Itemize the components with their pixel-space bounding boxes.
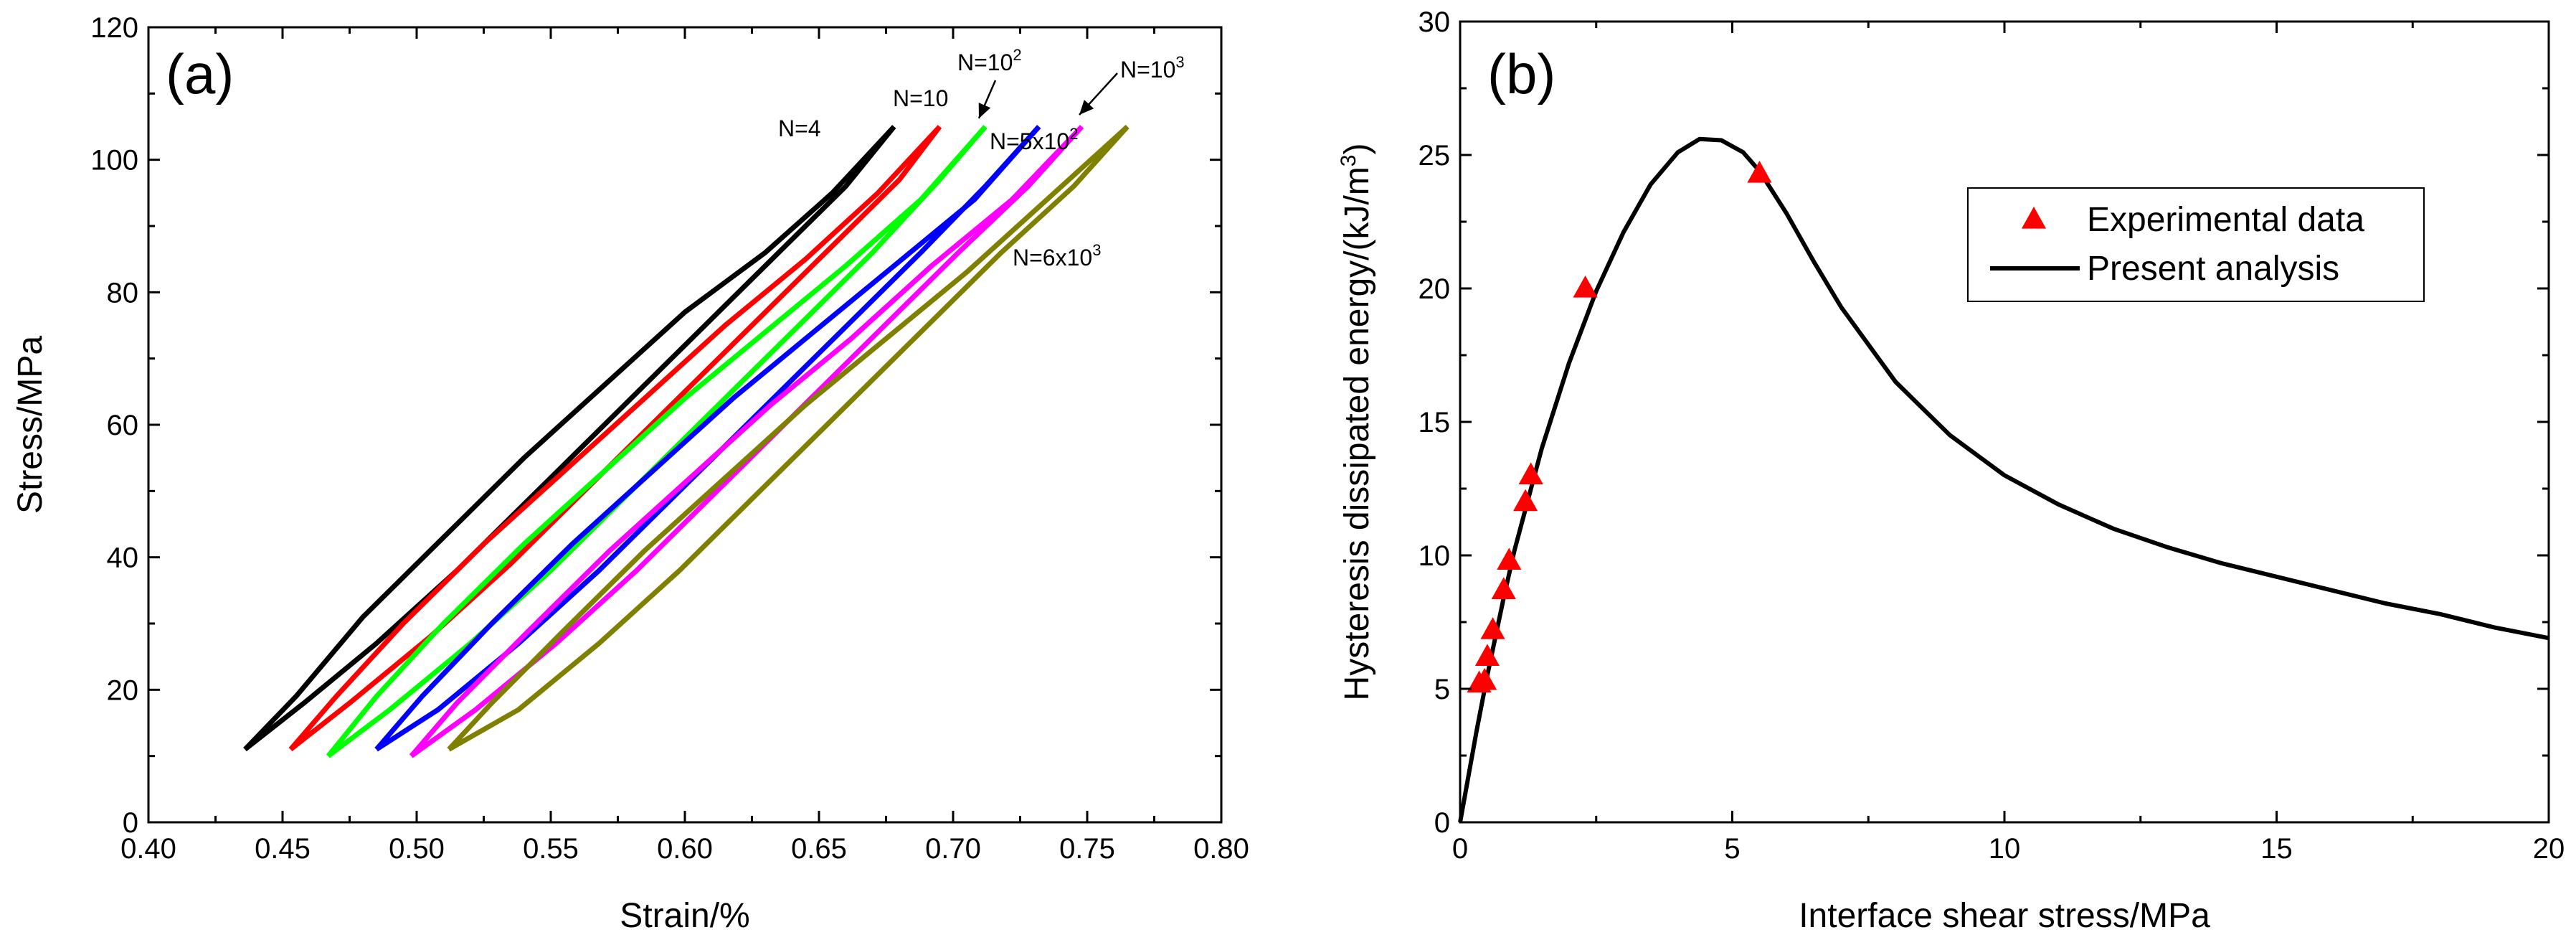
series-a-loading-1 [288,125,942,751]
experimental-point [1573,276,1598,298]
y-axis-label-b: Hysteresis dissipated energy/(kJ/m3) [1337,144,1376,701]
series-a-unloading-3 [375,125,1041,752]
y-axis-label-b-superscript: 3 [1337,155,1360,167]
series-a-loading-3 [374,125,1041,751]
x-tick-label-b: 5 [1724,833,1740,865]
analysis-curve [1458,136,2549,823]
annotation-a-base: N=6x10 [1013,245,1092,271]
x-tick-label-b: 10 [1989,833,2021,865]
annotation-a: N=10 [893,85,948,111]
x-tick-label-a: 0.65 [791,833,847,865]
x-axis-label-b: Interface shear stress/MPa [1799,897,2210,935]
annotation-a: N=6x103 [1013,241,1101,271]
x-tick-label-b: 20 [2533,833,2565,865]
legend-label-analysis: Present analysis [2087,250,2339,288]
y-tick-label-b: 25 [1419,140,1451,171]
x-tick-label-a: 0.75 [1059,833,1115,865]
y-tick-label-b: 30 [1419,6,1451,38]
legend-marker-experimental [2021,207,2047,229]
annotation-a: N=102 [957,46,1022,75]
experimental-point [1747,161,1772,183]
annotation-a-base: N=4 [778,116,821,141]
y-tick-label-a: 20 [107,674,139,706]
x-tick-label-a: 0.60 [657,833,713,865]
legend: Experimental data Present analysis [1967,187,2425,302]
series-a-loading-2 [326,125,988,758]
y-tick-label-a: 0 [123,807,138,839]
annotation-arrowhead-a [1079,100,1094,115]
x-tick-label-a: 0.55 [523,833,579,865]
annotation-a-base: N=5x10 [990,128,1069,154]
annotation-a-superscript: 2 [1069,125,1078,143]
series-a-unloading-5 [448,125,1130,752]
x-tick-label-b: 15 [2260,833,2293,865]
panel-label-a: (a) [166,42,234,105]
y-axis-label-b-end: ) [1338,144,1376,155]
series-group-a [243,124,1130,758]
experimental-point [1497,547,1522,570]
experimental-point [1518,462,1543,484]
x-tick-label-a: 0.80 [1193,833,1249,865]
annotation-a-superscript: 3 [1092,241,1101,259]
annotation-a-superscript: 3 [1175,53,1184,71]
y-axis-label-b-main: Hysteresis dissipated energy/(kJ/m [1338,166,1376,700]
x-tick-label-a: 0.70 [925,833,981,865]
x-axis-label-a: Strain/% [620,897,749,935]
x-tick-label-b: 0 [1452,833,1468,865]
y-tick-label-b: 10 [1419,540,1451,572]
series-a-unloading-1 [289,125,942,752]
experimental-point [1472,667,1497,690]
experimental-point [1474,644,1500,666]
series-a-loading-0 [243,125,896,751]
y-axis-label-a: Stress/MPa [11,336,49,514]
y-tick-label-b: 0 [1434,807,1450,839]
annotation-a: N=5x102 [990,125,1078,154]
y-tick-label-a: 60 [107,410,139,441]
experimental-point [1491,577,1516,599]
y-tick-label-a: 100 [90,145,138,177]
y-tick-label-a: 40 [107,542,139,574]
panel-b: 0 5 10 15 20 0 5 10 15 20 25 30 (b) Interface shear… [1337,6,2565,935]
x-tick-label-a: 0.40 [120,833,176,865]
panel-a: 0.40 0.45 0.50 0.55 0.60 0.65 0.70 0.75 0.80 0 20 4… [11,12,1249,935]
series-a-unloading-2 [326,125,988,758]
annotation-arrowhead-a [978,103,991,118]
series-a-unloading-0 [243,125,896,752]
y-tick-label-b: 5 [1434,674,1450,705]
legend-label-experimental: Experimental data [2087,201,2364,239]
annotation-a-base: N=10 [1120,57,1175,83]
annotation-a: N=103 [1120,53,1185,83]
y-tick-label-a: 80 [107,277,139,309]
plot-frame-b [1459,20,2550,824]
y-tick-label-a: 120 [90,12,138,44]
annotation-a-superscript: 2 [1013,46,1021,64]
experimental-point [1480,617,1505,639]
experimental-point [1512,489,1538,512]
series-a-loading-5 [447,124,1130,751]
series-a-loading-4 [409,125,1084,758]
series-a-unloading-4 [409,125,1084,758]
panel-label-b: (b) [1487,42,1555,105]
annotation-a-base: N=10 [893,85,948,111]
y-tick-label-b: 15 [1419,407,1451,438]
annotation-a-base: N=10 [957,50,1013,75]
series-group-b [1458,136,2549,823]
x-tick-label-a: 0.50 [389,833,445,865]
y-tick-label-b: 20 [1419,273,1451,305]
legend-box [1967,187,2425,302]
ticks-a: 0.40 0.45 0.50 0.55 0.60 0.65 0.70 0.75 0.80 0 20 4… [90,12,1249,865]
annotation-a: N=4 [778,116,821,141]
x-tick-label-a: 0.45 [255,833,311,865]
ticks-b: 0 5 10 15 20 0 5 10 15 20 25 30 [1419,6,2565,865]
